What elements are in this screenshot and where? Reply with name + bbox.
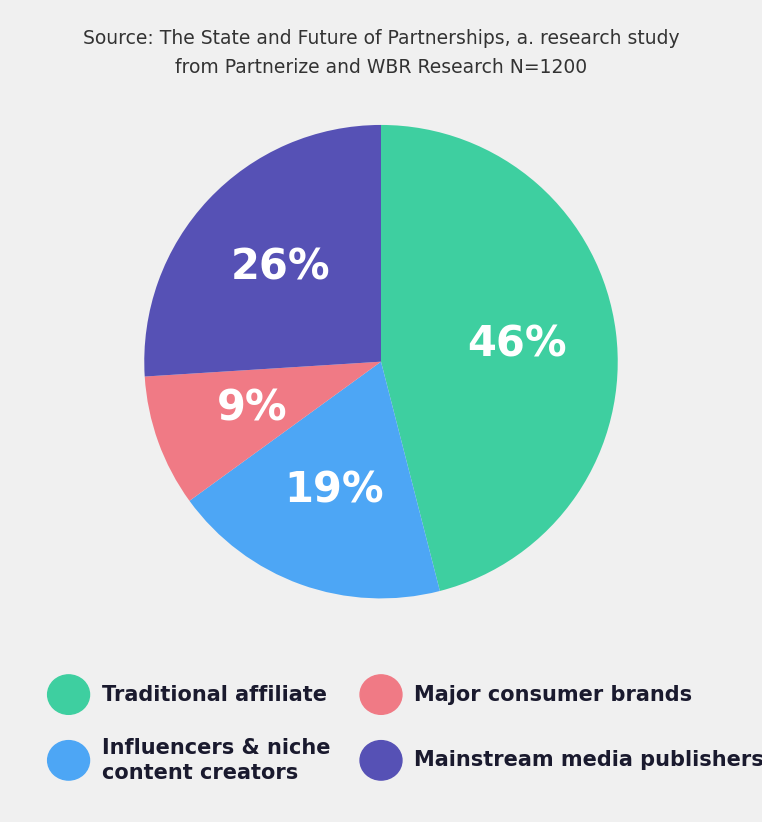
- Text: 19%: 19%: [285, 470, 384, 512]
- Wedge shape: [190, 362, 440, 598]
- Text: Traditional affiliate: Traditional affiliate: [101, 685, 327, 704]
- Text: 26%: 26%: [231, 247, 331, 289]
- Wedge shape: [381, 125, 618, 591]
- Text: Mainstream media publishers: Mainstream media publishers: [414, 750, 762, 770]
- Text: Source: The State and Future of Partnerships, a. research study
from Partnerize : Source: The State and Future of Partners…: [83, 29, 679, 77]
- Text: Major consumer brands: Major consumer brands: [414, 685, 692, 704]
- Wedge shape: [144, 125, 381, 376]
- Text: 9%: 9%: [216, 387, 287, 429]
- Text: 46%: 46%: [467, 324, 567, 366]
- Text: Influencers & niche
content creators: Influencers & niche content creators: [101, 738, 330, 783]
- Wedge shape: [145, 362, 381, 501]
